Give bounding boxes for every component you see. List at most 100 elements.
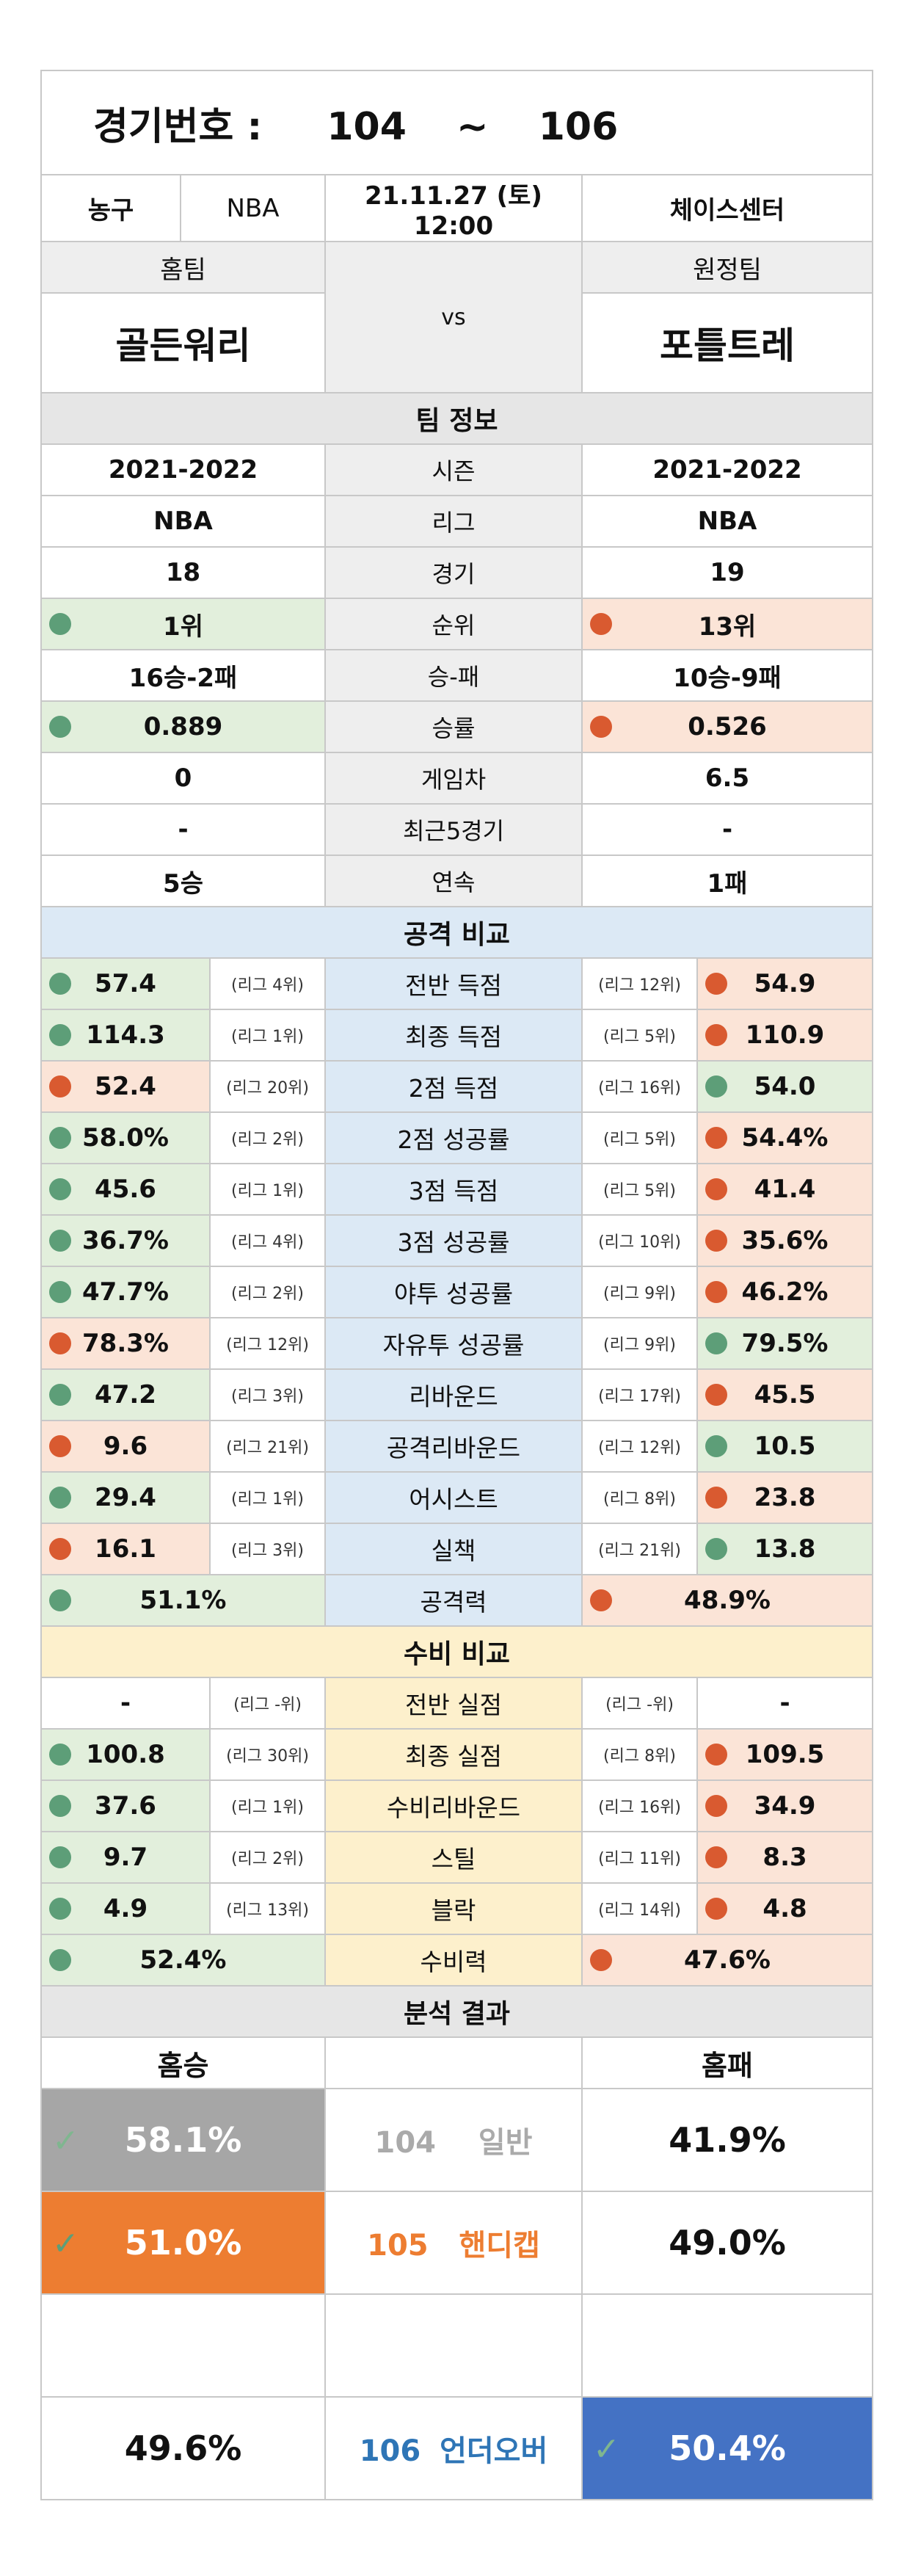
- attack-power-row: 51.1% 공격력 48.9%: [40, 1574, 874, 1627]
- normal-home-pct: 58.1%: [124, 2120, 242, 2160]
- red-dot-icon: [705, 1230, 727, 1252]
- report-sheet: 경기번호 : 104 ~ 106 농구 NBA 21.11.27 (토) 12:…: [40, 70, 874, 2500]
- green-dot-icon: [705, 1435, 727, 1457]
- attack-away-rank: (리그 21위): [581, 1523, 698, 1575]
- attack-away-value: 54.0: [754, 1072, 816, 1101]
- team-info-away-value: 0.526: [688, 712, 767, 741]
- attack-home-rank: (리그 1위): [209, 1163, 326, 1216]
- attack-row: 47.7% (리그 2위) 야투 성공률 (리그 9위) 46.2%: [40, 1266, 874, 1318]
- underover-home-pct: 49.6%: [124, 2428, 242, 2468]
- team-info-label: 경기: [324, 546, 583, 599]
- attack-home-value-cell: 58.0%: [40, 1111, 211, 1164]
- defense-power-home: 52.4%: [40, 1934, 326, 1987]
- team-info-label: 리그: [324, 495, 583, 548]
- attack-away-rank: (리그 12위): [581, 1420, 698, 1473]
- green-dot-icon: [705, 1538, 727, 1560]
- attack-home-value-cell: 29.4: [40, 1471, 211, 1524]
- green-dot-icon: [49, 1281, 71, 1303]
- attack-label: 2점 득점: [324, 1060, 583, 1113]
- attack-away-value-cell: 45.5: [696, 1368, 874, 1421]
- attack-home-rank: (리그 21위): [209, 1420, 326, 1473]
- attack-row: 52.4 (리그 20위) 2점 득점 (리그 16위) 54.0: [40, 1060, 874, 1113]
- defense-row: 100.8 (리그 30위) 최종 실점 (리그 8위) 109.5: [40, 1728, 874, 1781]
- defense-power-label: 수비력: [324, 1934, 583, 1987]
- defense-home-rank: (리그 2위): [209, 1831, 326, 1884]
- normal-home-cell: ✓ 58.1%: [40, 2088, 326, 2192]
- red-dot-icon: [705, 973, 727, 995]
- attack-home-rank: (리그 4위): [209, 1214, 326, 1267]
- defense-home-value: 100.8: [86, 1740, 165, 1769]
- attack-home-rank: (리그 1위): [209, 1009, 326, 1062]
- team-info-row: NBA 리그 NBA: [40, 495, 873, 548]
- red-dot-icon: [49, 1332, 71, 1354]
- attack-home-value-cell: 36.7%: [40, 1214, 211, 1267]
- green-dot-icon: [49, 1795, 71, 1817]
- attack-home-rank: (리그 2위): [209, 1111, 326, 1164]
- team-info-row: 0 게임차 6.5: [40, 752, 873, 805]
- attack-home-value: 29.4: [95, 1483, 156, 1512]
- attack-power-home: 51.1%: [40, 1574, 326, 1627]
- attack-away-rank: (리그 10위): [581, 1214, 698, 1267]
- attack-label: 공격리바운드: [324, 1420, 583, 1473]
- green-dot-icon: [49, 716, 71, 738]
- attack-away-value-cell: 54.4%: [696, 1111, 874, 1164]
- attack-away-value: 54.9: [754, 969, 816, 998]
- game-number-to: 106: [538, 104, 619, 149]
- attack-away-value-cell: 54.0: [696, 1060, 874, 1113]
- team-info-home-value: 0.889: [143, 712, 223, 741]
- attack-home-value: 36.7%: [82, 1226, 169, 1255]
- home-team-name: 골든워리: [40, 292, 326, 393]
- red-dot-icon: [590, 716, 612, 738]
- green-dot-icon: [49, 973, 71, 995]
- team-info-row: - 최근5경기 -: [40, 803, 873, 856]
- team-info-row: 0.889 승률 0.526: [40, 700, 873, 753]
- team-info-label: 순위: [324, 598, 583, 650]
- team-info-label: 게임차: [324, 752, 583, 805]
- team-info-away: NBA: [581, 495, 873, 548]
- attack-home-value-cell: 52.4: [40, 1060, 211, 1113]
- attack-home-value-cell: 114.3: [40, 1009, 211, 1062]
- attack-home-rank: (리그 20위): [209, 1060, 326, 1113]
- attack-home-value-cell: 16.1: [40, 1523, 211, 1575]
- defense-home-value-cell: 9.7: [40, 1831, 211, 1884]
- red-dot-icon: [705, 1795, 727, 1817]
- defense-power-away: 47.6%: [580, 1934, 874, 1987]
- blank-home-cell: [40, 2293, 326, 2398]
- home-loss-label: 홈패: [580, 2036, 874, 2089]
- attack-row: 36.7% (리그 4위) 3점 성공률 (리그 10위) 35.6%: [40, 1214, 874, 1267]
- venue-cell: 체이스센터: [580, 174, 874, 242]
- handicap-home-pct: 51.0%: [124, 2223, 242, 2263]
- defense-away-rank: (리그 -위): [581, 1677, 698, 1730]
- defense-label: 수비리바운드: [324, 1779, 583, 1832]
- vs-label: vs: [324, 241, 583, 393]
- defense-power-away-value: 47.6%: [684, 1945, 771, 1975]
- attack-away-value-cell: 23.8: [696, 1471, 874, 1524]
- attack-away-value: 46.2%: [741, 1277, 829, 1307]
- defense-row: 37.6 (리그 1위) 수비리바운드 (리그 16위) 34.9: [40, 1779, 874, 1832]
- attack-home-value: 52.4: [95, 1072, 156, 1101]
- blank-away-cell: [580, 2293, 874, 2398]
- attack-home-value: 57.4: [95, 969, 156, 998]
- attack-away-rank: (리그 5위): [581, 1009, 698, 1062]
- defense-away-value: 8.3: [762, 1843, 807, 1872]
- defense-home-value: 9.7: [103, 1843, 148, 1872]
- defense-away-value-cell: 4.8: [696, 1882, 874, 1935]
- defense-home-rank: (리그 1위): [209, 1779, 326, 1832]
- defense-away-rank: (리그 14위): [581, 1882, 698, 1935]
- attack-away-value: 35.6%: [741, 1226, 829, 1255]
- defense-away-rank: (리그 8위): [581, 1728, 698, 1781]
- handicap-home-cell: ✓ 51.0%: [40, 2191, 326, 2295]
- attack-away-value-cell: 13.8: [696, 1523, 874, 1575]
- red-dot-icon: [705, 1487, 727, 1509]
- attack-label: 3점 득점: [324, 1163, 583, 1216]
- red-dot-icon: [705, 1898, 727, 1920]
- team-info-away: 19: [581, 546, 873, 599]
- team-info-label: 승-패: [324, 649, 583, 702]
- team-info-away: 1패: [581, 855, 873, 907]
- team-info-row: 16승-2패 승-패 10승-9패: [40, 649, 873, 702]
- check-icon: ✓: [52, 2122, 79, 2160]
- attack-row: 29.4 (리그 1위) 어시스트 (리그 8위) 23.8: [40, 1471, 874, 1524]
- analysis-table: 분석 결과 홈승 홈패 ✓ 58.1% 104 일반 41.9% ✓ 51.0%…: [40, 1985, 874, 2500]
- green-dot-icon: [49, 1744, 71, 1766]
- analysis-title: 분석 결과: [40, 1985, 874, 2038]
